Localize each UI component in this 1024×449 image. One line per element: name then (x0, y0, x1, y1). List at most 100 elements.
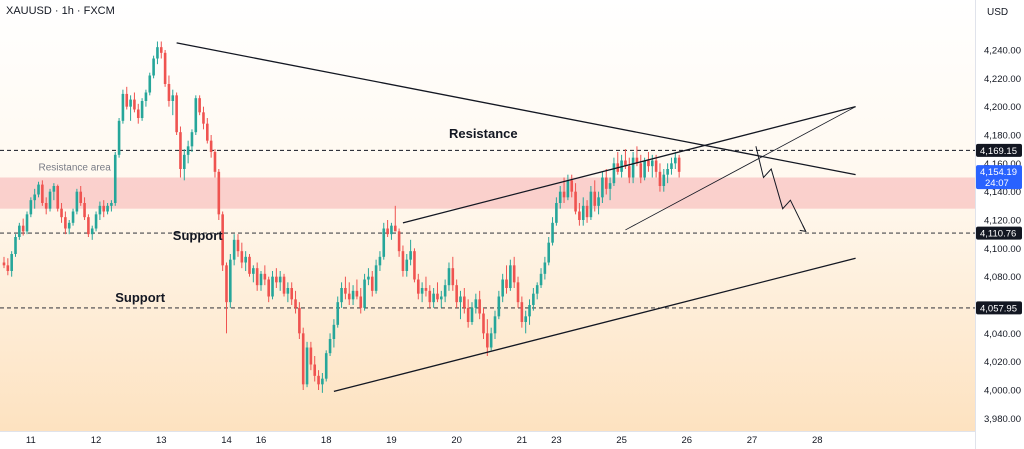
candle (263, 265, 267, 286)
price-level-tag: 4,169.15 (976, 143, 1022, 157)
candle (209, 135, 213, 158)
candle (121, 89, 125, 124)
candle (125, 86, 129, 110)
candle (194, 95, 198, 135)
candle (459, 290, 462, 320)
candle (420, 282, 424, 303)
candle (140, 98, 144, 121)
candle (321, 373, 324, 393)
x-tick-label: 11 (26, 435, 36, 446)
candle (298, 302, 301, 339)
candle (501, 273, 504, 303)
candle (110, 200, 113, 212)
candle (355, 279, 359, 300)
candle (240, 242, 244, 269)
x-tick-label: 13 (156, 435, 167, 446)
candle (589, 186, 593, 220)
trendlines-layer (176, 42, 856, 393)
candle (344, 276, 347, 300)
resistance-zone-layer (0, 177, 975, 209)
candle (25, 211, 29, 235)
candle (482, 307, 485, 339)
candle (505, 265, 508, 294)
candle (29, 197, 33, 218)
y-tick-label: 4,140.00 (984, 187, 1021, 198)
candle (286, 282, 290, 303)
time-axis[interactable]: 11 12 13 14 16 18 19 20 21 23 25 26 27 28 (26, 435, 823, 446)
candle (175, 92, 178, 135)
candle (528, 299, 531, 325)
candle (186, 140, 190, 164)
x-tick-label: 21 (517, 435, 528, 446)
candle (543, 256, 547, 280)
candle (581, 197, 585, 226)
candle (229, 254, 232, 308)
candle (674, 152, 677, 169)
trendline-1[interactable] (333, 257, 856, 393)
candle (18, 222, 21, 240)
candle (597, 191, 600, 215)
candle (328, 333, 332, 356)
candle (64, 211, 67, 235)
candle (52, 183, 56, 201)
candle (647, 152, 650, 172)
x-tick-label: 27 (747, 435, 758, 446)
candle (474, 293, 478, 314)
countdown-label: 24:07 (985, 178, 1009, 189)
candle (593, 180, 597, 212)
candle (152, 55, 155, 79)
candle (309, 341, 313, 371)
candle (386, 220, 389, 237)
annotation-label: Support (173, 228, 223, 243)
candle (301, 327, 305, 390)
candle (470, 302, 474, 325)
candle (21, 218, 25, 236)
candle (255, 262, 259, 291)
annotation-label: Resistance area (39, 162, 112, 173)
candle (466, 299, 470, 328)
x-tick-label: 12 (91, 435, 102, 446)
candle (2, 256, 6, 269)
trendline-2[interactable] (402, 106, 856, 224)
trendline-3[interactable] (625, 106, 856, 231)
projection-path[interactable] (755, 146, 807, 232)
y-tick-label: 4,040.00 (984, 329, 1021, 340)
candle (113, 152, 117, 206)
svg-text:4,057.95: 4,057.95 (980, 303, 1017, 314)
candle (397, 228, 401, 257)
candle (198, 95, 201, 116)
currency-label[interactable]: USD (987, 7, 1008, 18)
candle (555, 197, 558, 226)
candle (136, 103, 140, 124)
x-tick-label: 18 (321, 435, 332, 446)
y-tick-label: 4,240.00 (984, 46, 1021, 57)
y-tick-label: 4,180.00 (984, 131, 1021, 142)
price-axis[interactable]: 4,240.00 4,220.00 4,200.00 4,180.00 4,160.00… (984, 46, 1021, 425)
candle (401, 245, 405, 277)
candle (294, 290, 297, 314)
price-axis-background (975, 0, 1024, 449)
x-tick-label: 14 (221, 435, 232, 446)
candle (232, 234, 236, 266)
candle (102, 200, 106, 218)
candle (259, 271, 263, 291)
candle (574, 183, 577, 215)
candle (98, 201, 102, 220)
y-tick-label: 4,220.00 (984, 74, 1021, 85)
candle (267, 276, 270, 303)
x-tick-label: 25 (616, 435, 627, 446)
candle (409, 239, 412, 266)
candle (90, 225, 94, 240)
candle (520, 296, 524, 328)
x-tick-label: 20 (451, 435, 462, 446)
trendline-0[interactable] (176, 42, 856, 176)
candle (144, 89, 148, 107)
candle (206, 118, 209, 144)
candle (324, 350, 328, 382)
candle (332, 319, 336, 348)
candle (44, 197, 48, 215)
annotation-label: Resistance (449, 126, 518, 141)
